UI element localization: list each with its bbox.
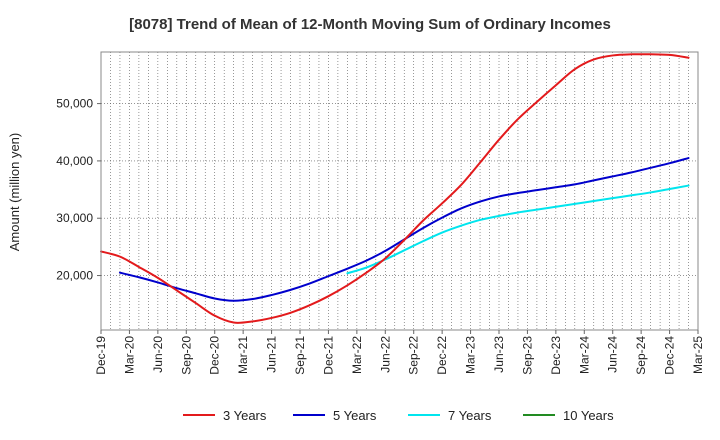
x-tick-label: Jun-22 <box>378 336 392 373</box>
x-tick-label: Dec-22 <box>435 336 449 375</box>
x-tick-label: Sep-24 <box>634 336 648 375</box>
x-tick-label: Mar-24 <box>577 336 591 374</box>
x-tick-label: Jun-21 <box>265 336 279 373</box>
legend-label: 7 Years <box>448 408 492 423</box>
legend-label: 3 Years <box>223 408 267 423</box>
y-tick-label: 40,000 <box>56 154 93 168</box>
x-tick-label: Mar-23 <box>464 336 478 374</box>
x-tick-label: Dec-21 <box>321 336 335 375</box>
y-tick-label: 20,000 <box>56 269 93 283</box>
x-tick-label: Sep-22 <box>407 336 421 375</box>
x-tick-label: Mar-20 <box>122 336 136 374</box>
x-tick-label: Jun-24 <box>606 336 620 373</box>
legend: 3 Years 5 Years 7 Years 10 Years <box>183 408 614 423</box>
x-tick-label: Dec-24 <box>663 336 677 375</box>
x-tick-label: Dec-23 <box>549 336 563 375</box>
y-tick-label: 30,000 <box>56 211 93 225</box>
series-line-3-years <box>100 53 690 324</box>
plot-area <box>101 52 698 330</box>
x-ticks: Dec-19 Mar-20 Jun-20 Sep-20 Dec-20 Mar-21 Jun-… <box>94 330 705 375</box>
x-tick-label: Dec-20 <box>208 336 222 375</box>
x-tick-label: Sep-23 <box>520 336 534 375</box>
y-ticks: 20,000 30,000 40,000 50,000 <box>56 97 101 283</box>
x-tick-label: Mar-22 <box>350 336 364 374</box>
series-layer <box>100 53 690 324</box>
x-tick-label: Jun-20 <box>151 336 165 373</box>
legend-label: 5 Years <box>333 408 377 423</box>
series-line-7-years <box>346 184 690 275</box>
x-tick-label: Dec-19 <box>94 336 108 375</box>
y-tick-label: 50,000 <box>56 97 93 111</box>
chart-title: [8078] Trend of Mean of 12-Month Moving … <box>129 16 611 33</box>
y-axis-label: Amount (million yen) <box>7 133 22 252</box>
x-tick-label: Sep-20 <box>179 336 193 375</box>
x-tick-label: Sep-21 <box>293 336 307 375</box>
legend-label: 10 Years <box>563 408 614 423</box>
x-tick-label: Mar-25 <box>691 336 705 374</box>
plot-frame <box>100 51 699 331</box>
x-tick-label: Jun-23 <box>492 336 506 373</box>
x-tick-label: Mar-21 <box>236 336 250 374</box>
